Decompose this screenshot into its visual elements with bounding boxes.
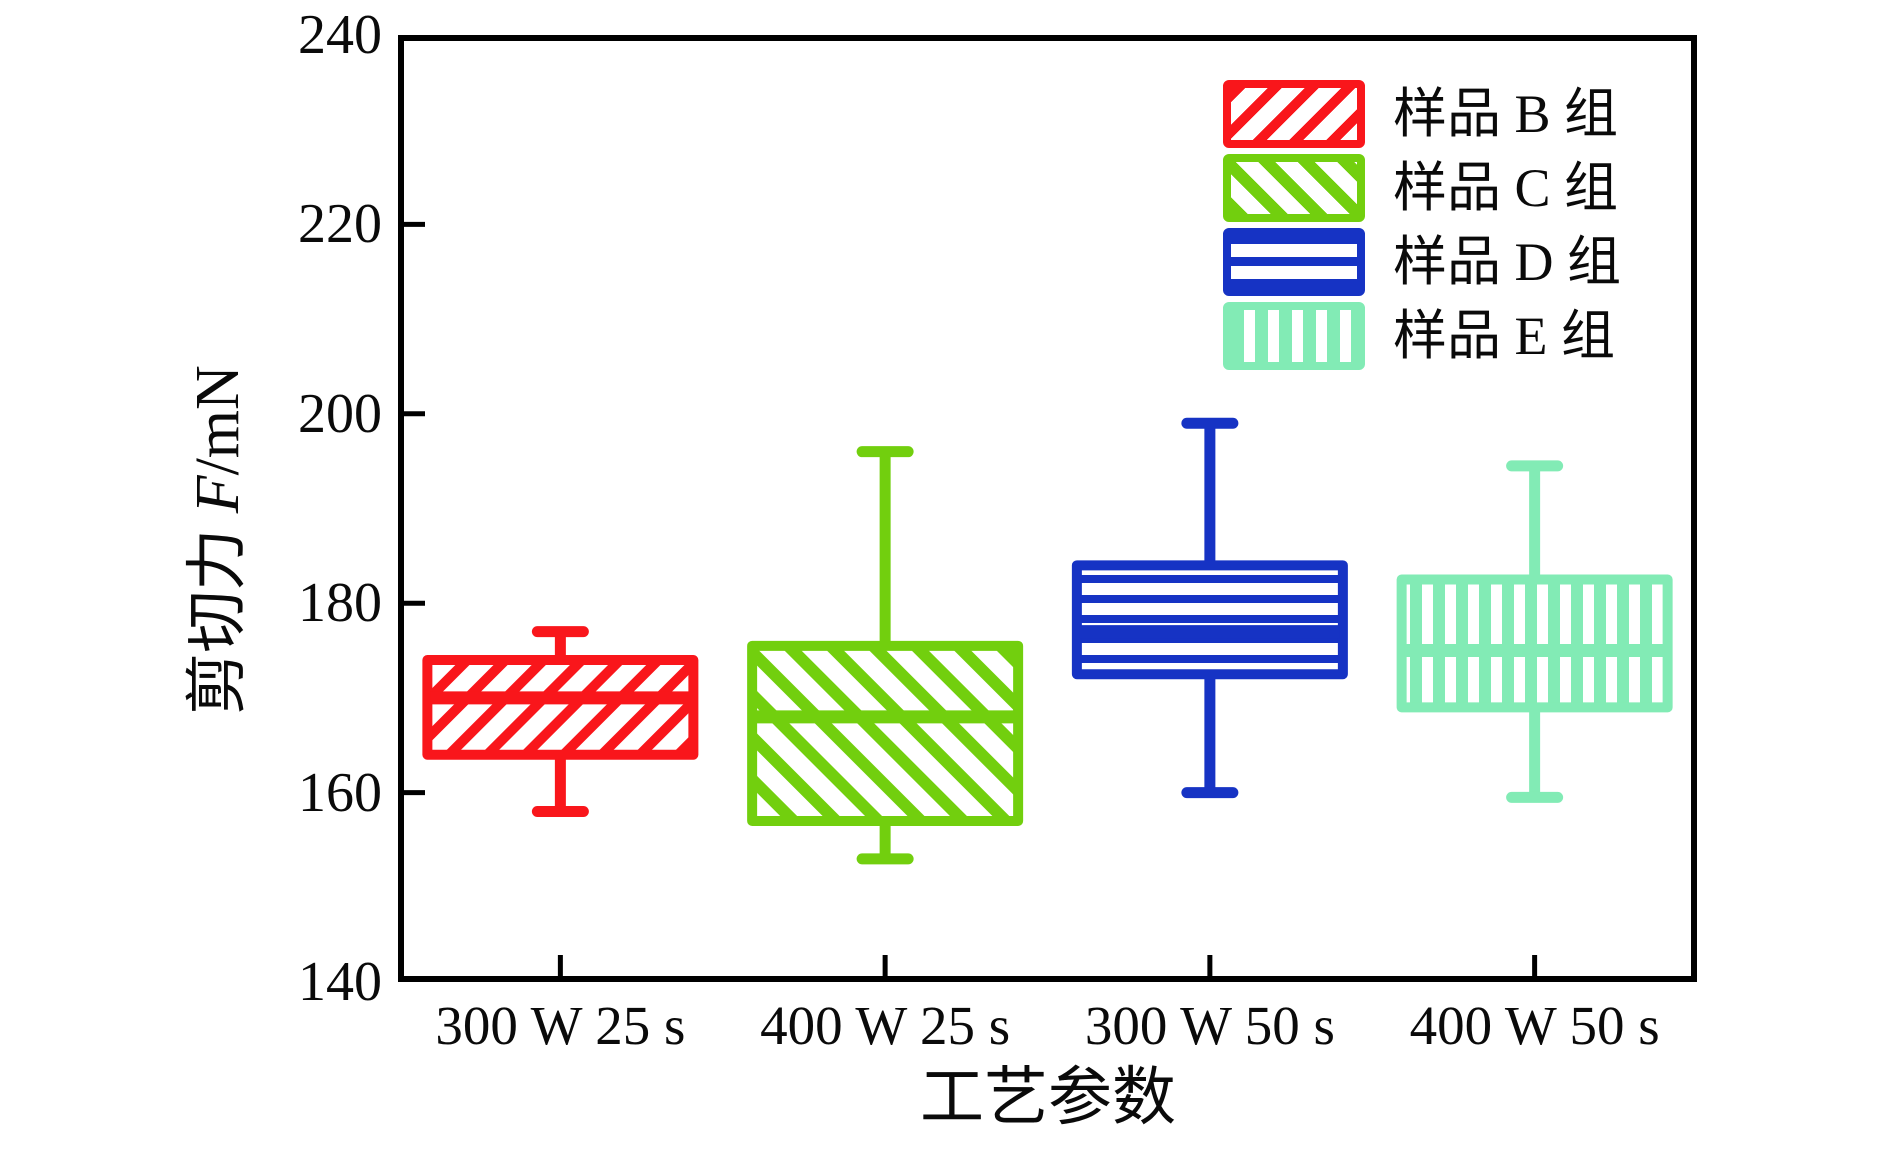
box-rect <box>1396 574 1673 713</box>
legend-label: 样品 B 组 <box>1393 84 1619 144</box>
y-tick-label: 200 <box>298 382 382 445</box>
x-tick-label: 300 W 50 s <box>1084 995 1335 1056</box>
legend-item: 样品 D 组 <box>1223 228 1621 296</box>
legend-swatch-sample-c <box>1223 154 1365 222</box>
y-tick-label: 240 <box>298 4 382 66</box>
legend-label: 样品 D 组 <box>1393 232 1621 292</box>
y-tick-label: 140 <box>298 951 382 1013</box>
y-tick-label: 180 <box>298 572 382 635</box>
plot-area <box>398 35 1697 982</box>
legend-label: 样品 C 组 <box>1393 158 1619 218</box>
box-2 <box>1071 417 1348 799</box>
x-tick-label: 400 W 50 s <box>1409 995 1660 1056</box>
legend-swatch-sample-b <box>1223 80 1365 148</box>
y-tick-label: 160 <box>298 761 382 824</box>
y-tick-label: 220 <box>298 193 382 256</box>
legend-label: 样品 E 组 <box>1393 306 1615 366</box>
x-axis-title: 工艺参数 <box>920 1062 1176 1133</box>
box-0 <box>422 626 699 818</box>
plot-frame <box>398 35 1697 982</box>
legend-swatch-sample-e <box>1223 302 1365 370</box>
legend-item: 样品 E 组 <box>1223 302 1621 370</box>
box-3 <box>1396 460 1673 803</box>
box-rect <box>747 640 1024 827</box>
x-tick-label: 400 W 25 s <box>760 995 1011 1056</box>
box-rect <box>1071 560 1348 680</box>
box-1 <box>747 446 1024 865</box>
legend-swatch-sample-d <box>1223 228 1365 296</box>
x-tick-label: 300 W 25 s <box>435 995 686 1056</box>
y-axis-title-symbol: F <box>184 475 252 514</box>
legend-item: 样品 B 组 <box>1223 80 1621 148</box>
legend-item: 样品 C 组 <box>1223 154 1621 222</box>
legend: 样品 B 组 样品 C 组 样品 D 组 样品 E 组 <box>1223 80 1621 370</box>
box-rect <box>422 655 699 760</box>
